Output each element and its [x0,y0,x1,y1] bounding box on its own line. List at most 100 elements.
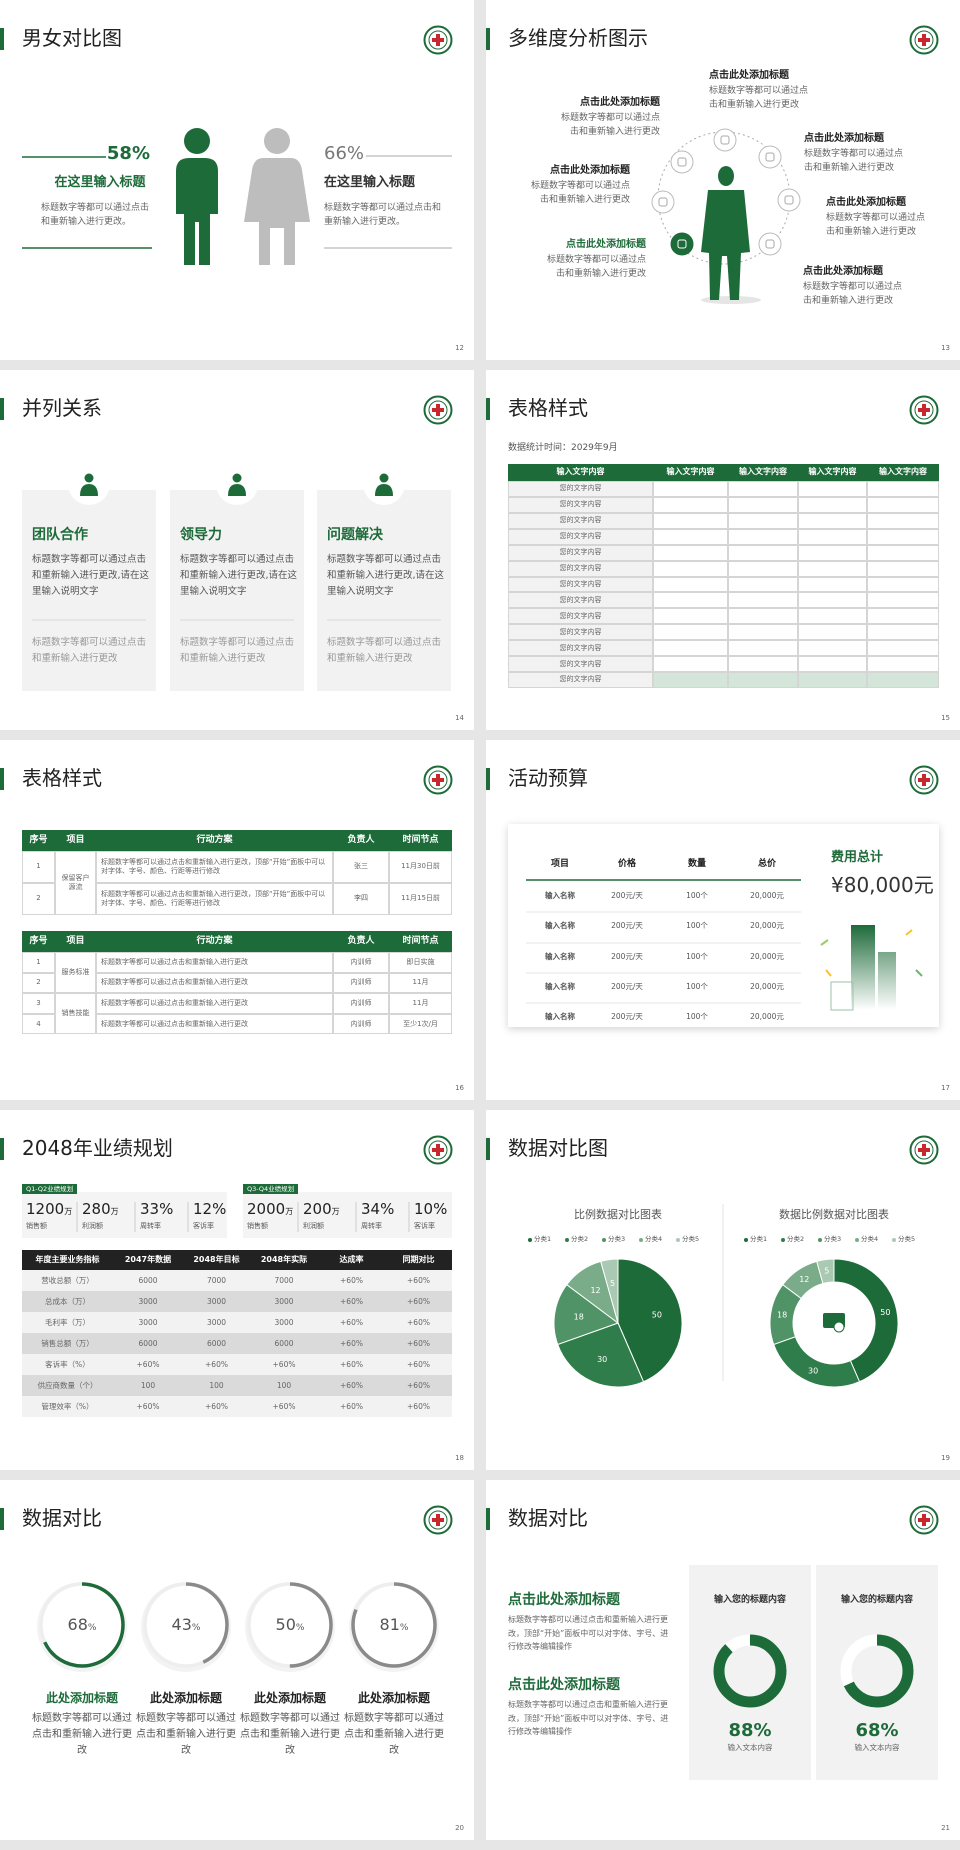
slice-label: 12 [590,1286,600,1295]
slice-label: 5 [824,1266,829,1275]
card-text: 标题数字等都可以通过点击和重新输入进行更改,请在这里输入说明文字 [32,554,150,598]
title-accent [486,768,490,790]
rule-line [820,939,829,946]
table-cell [798,672,867,688]
table-cell: 6000 [113,1270,183,1291]
table-cell: 3000 [250,1312,318,1333]
logo-inner [428,1140,448,1160]
unit: % [399,1623,409,1633]
value: 68 [67,1615,88,1634]
table-cell [728,496,798,513]
table-cell: 20,000元 [750,1012,784,1021]
table-header: 项目 [550,859,569,869]
description: 标题数字等都可以通过点击和重新输入进行更改。 [41,203,150,228]
item-title: 点击此处添加标题 [803,266,883,277]
item-text: 标题数字等都可以通过点击和重新输入进行更改 [826,213,926,238]
graphics [22,1192,452,1238]
legend-dot [744,1238,748,1242]
legend-dot [781,1238,785,1242]
page-number: 21 [941,1824,950,1832]
table-cell: 内训师 [333,993,389,1014]
card [22,490,156,691]
slide-title: 男女对比图 [22,26,122,50]
stat-label: 周转率 [361,1222,382,1230]
table-cell: 供应商数量（个） [22,1375,113,1396]
table-header: 时间节点 [389,931,452,952]
logo [423,765,453,795]
orbit-glyph [765,239,775,249]
table-header: 负责人 [333,931,389,952]
item-title: 点击此处添加标题 [566,239,646,250]
graphics [22,128,452,265]
table-cell: 200元/天 [611,921,643,930]
table-cell [653,608,728,625]
table-cell: 3000 [113,1291,183,1312]
slice [617,1258,683,1383]
table-cell [867,576,939,593]
ring-face [249,1584,331,1666]
unit: % [753,1720,772,1741]
unit: % [87,1623,97,1633]
stat-value: 12% [193,1200,226,1218]
male-body [176,158,218,265]
unit: % [295,1623,305,1633]
table-cell: 20,000元 [750,982,784,991]
table-cell: +60% [113,1354,183,1375]
legend-label: 分类2 [787,1235,805,1243]
stat-value: 1200万 [26,1200,72,1218]
table-cell: 100个 [686,891,708,900]
table-cell: 3 [22,993,55,1014]
unit: 万 [110,1207,119,1216]
table-cell [728,512,798,529]
table-cell: 7000 [183,1270,250,1291]
slide-title: 并列关系 [22,396,102,420]
table-header: 时间节点 [389,830,452,851]
table-header: 达成率 [318,1250,385,1270]
table-cell: 2 [22,972,55,994]
legend-dot [892,1238,896,1242]
stats-band [22,1192,227,1238]
logo [909,1505,939,1535]
table-cell [653,592,728,609]
table-cell: +60% [385,1312,452,1333]
table-cell [798,528,867,545]
table-cell: 3000 [250,1291,318,1312]
orbit-glyph [720,135,730,145]
item-text: 标题数字等都可以通过点击和重新输入进行更改 [804,149,904,174]
item-title: 点击此处添加标题 [804,133,884,144]
ring-title: 此处添加标题 [149,1691,222,1705]
card [317,490,451,691]
stat-label: 利润额 [82,1222,103,1230]
heading: 在这里输入标题 [54,175,146,190]
logo [909,25,939,55]
table-cell [728,656,798,673]
total-value: ¥80,000元 [831,873,934,897]
center-icon-head [833,1321,845,1333]
female-body [244,158,310,265]
unit: 万 [285,1207,294,1216]
table-cell: +60% [318,1270,385,1291]
card-title: 输入您的标题内容 [713,1595,786,1605]
ring-text: 标题数字等都可以通过点击和重新输入进行更改 [344,1713,444,1756]
item-title: 点击此处添加标题 [826,197,906,208]
row-label: 您的文字内容 [508,672,653,688]
ring-title: 此处添加标题 [357,1691,430,1705]
icon-body [228,484,246,496]
person-body [701,190,750,300]
table-cell: 20,000元 [750,952,784,961]
slide-title: 数据对比 [508,1506,588,1530]
table-cell: 100个 [686,952,708,961]
table-cell [867,496,939,513]
table-cell [653,640,728,657]
rule-line [905,929,913,936]
card-title: 问题解决 [327,527,383,543]
legend-dot [639,1238,643,1242]
unit: 万 [331,1207,340,1216]
stat-label: 周转率 [140,1222,161,1230]
card-note: 标题数字等都可以通过点击和重新输入进行更改 [180,637,295,665]
logo-cross [918,1514,930,1526]
logo-inner [914,1140,934,1160]
table-cell: +60% [385,1270,452,1291]
item-text: 标题数字等都可以通过点击和重新输入进行更改 [803,282,903,307]
card [170,490,304,691]
